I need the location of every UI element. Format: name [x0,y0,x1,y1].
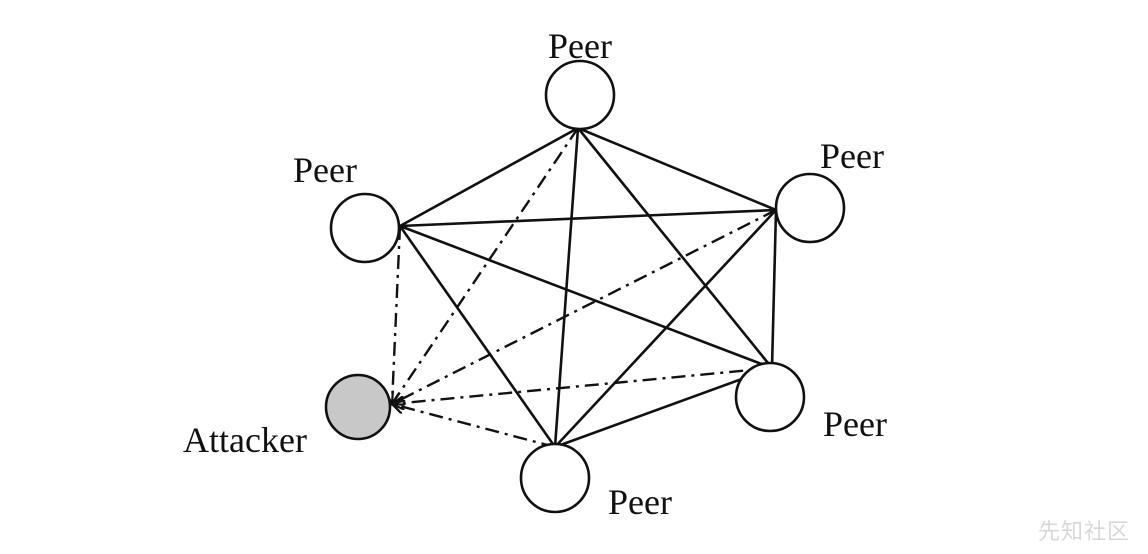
peer-bottom-label: Peer [608,482,672,522]
edge-peer-top-to-peer-upper-left [399,126,579,228]
edge-peer-top-to-peer-upper-right [577,126,777,212]
peer-upper-right-label: Peer [820,136,884,176]
edge-peer-top-to-peer-lower-right [576,127,774,369]
edge-peer-top-to-attacker [392,127,579,404]
peer-bottom-node [519,442,591,514]
edge-peer-upper-left-to-peer-upper-right [399,208,777,228]
peer-upper-right-node [774,172,846,244]
peer-lower-right-node [734,361,806,433]
peer-top-node [544,59,616,131]
edge-peer-upper-right-to-peer-bottom [554,209,777,448]
edge-peer-top-to-peer-bottom [553,127,580,448]
peer-lower-right-label: Peer [823,404,887,444]
watermark-text: 先知社区 [1037,520,1130,545]
peer-top-label: Peer [548,26,612,66]
edge-peer-upper-left-to-peer-lower-right [399,224,773,370]
peer-upper-left-label: Peer [293,150,357,190]
edge-peer-upper-right-to-peer-lower-right [770,209,778,369]
nodes [324,59,846,514]
attacker-node [324,373,392,441]
peer-upper-left-node [329,192,401,264]
edge-peer-upper-left-to-peer-bottom [398,225,557,448]
edge-peer-lower-right-to-peer-bottom [554,366,773,449]
edge-peer-upper-left-to-attacker [392,225,402,404]
edges [392,126,778,449]
node-labels: Peer Peer Peer Peer Peer Attacker [183,26,887,522]
edge-peer-upper-right-to-attacker [392,208,777,404]
attacker-label: Attacker [183,420,307,460]
edge-peer-lower-right-to-attacker [392,366,773,404]
